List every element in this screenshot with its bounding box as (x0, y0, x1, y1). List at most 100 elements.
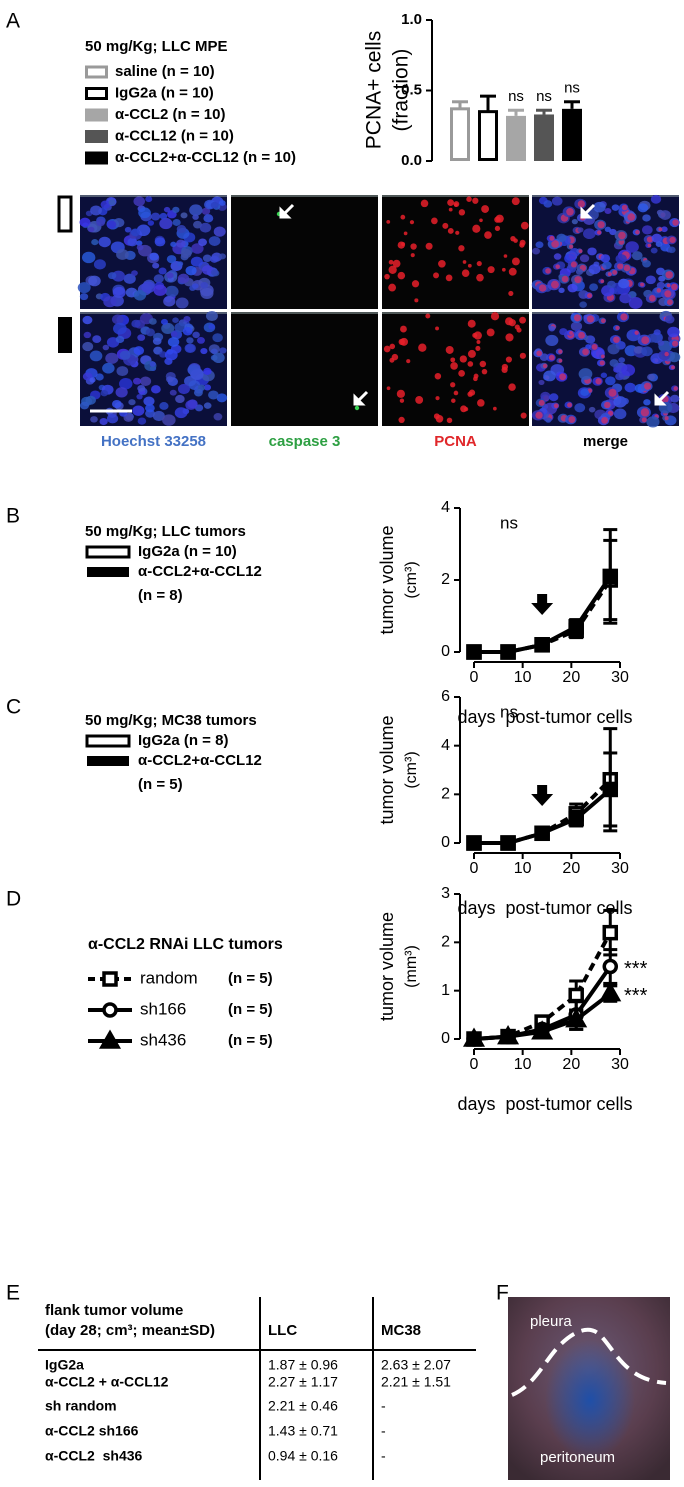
panel-letter: B (6, 505, 20, 528)
micrograph (531, 194, 680, 309)
nucleus (657, 340, 665, 346)
pcna-signal (666, 283, 671, 288)
pcna-signal (669, 236, 676, 244)
nucleus (667, 326, 680, 338)
x-axis-label: days post-tumor cells (457, 707, 632, 727)
nucleus (166, 272, 174, 279)
nucleus (218, 253, 226, 260)
nucleus (116, 366, 129, 377)
nucleus (210, 269, 219, 276)
nucleus (593, 201, 606, 213)
nucleus (89, 377, 96, 383)
nucleus (152, 337, 162, 345)
y-axis-label: tumor volume (377, 912, 397, 1021)
channel-label: PCNA (434, 433, 477, 450)
pcna-signal (672, 340, 679, 347)
pcna-signal (621, 204, 628, 211)
table-cell: 1.43 ± 0.71 (268, 1423, 338, 1439)
significance-label: ns (500, 513, 518, 532)
nucleus (193, 220, 203, 229)
legend-label: sh436 (140, 1030, 186, 1049)
nucleus (123, 273, 136, 284)
nucleus (158, 267, 167, 275)
y-tick-label: 0 (441, 834, 450, 851)
table-cell: α-CCL2 sh436 (45, 1448, 143, 1464)
legend-note: (n = 5) (228, 970, 273, 987)
micrograph (231, 312, 378, 426)
pcna-signal (635, 230, 640, 235)
pcna-signal (495, 214, 504, 223)
pcna-signal (481, 205, 490, 213)
pcna-signal (513, 238, 518, 243)
pcna-signal (442, 222, 449, 229)
nucleus (545, 334, 559, 346)
nucleus (161, 322, 175, 334)
nucleus (212, 352, 225, 363)
nucleus (611, 204, 620, 211)
nucleus (628, 297, 643, 309)
nucleus (199, 222, 212, 233)
pcna-signal (559, 373, 567, 381)
nucleus (150, 385, 161, 394)
legend-label: IgG2a (n = 10) (115, 84, 214, 101)
nucleus (655, 241, 663, 247)
nucleus (212, 333, 223, 343)
pcna-signal (459, 355, 467, 363)
nucleus (138, 207, 151, 219)
micrograph (531, 310, 681, 428)
nucleus (602, 261, 612, 270)
x-tick-label: 0 (470, 669, 479, 686)
nucleus (203, 402, 212, 409)
marker (534, 825, 550, 842)
nucleus (184, 343, 196, 354)
significance-label: ns (500, 702, 518, 721)
group-marker (58, 317, 72, 353)
pcna-signal (558, 349, 563, 354)
pcna-signal (388, 259, 394, 265)
nucleus (93, 259, 106, 270)
nucleus (631, 251, 643, 261)
legend-note: (n = 8) (138, 587, 183, 604)
nucleus (136, 244, 144, 251)
nucleus (219, 347, 227, 354)
marker (500, 835, 516, 851)
pcna-signal (462, 260, 467, 264)
pcna-signal (520, 412, 527, 419)
nucleus (133, 196, 145, 207)
nucleus (589, 283, 599, 292)
nucleus (102, 362, 115, 374)
y-axis-label: (mm³) (403, 945, 420, 988)
pcna-signal (481, 368, 488, 375)
pcna-signal (671, 283, 678, 291)
pcna-signal (573, 314, 582, 322)
nucleus (100, 389, 109, 397)
micrograph-bg (231, 312, 378, 426)
pcna-signal (434, 372, 442, 380)
panel-letter: F (496, 1282, 509, 1305)
table-header: flank tumor volume (45, 1302, 183, 1319)
bar (506, 115, 526, 161)
nucleus (89, 350, 103, 362)
pcna-signal (649, 295, 656, 302)
marker (602, 958, 619, 975)
nucleus (575, 268, 584, 275)
y-tick-label: 3 (441, 885, 450, 902)
nucleus (88, 226, 95, 233)
marker (534, 637, 550, 653)
nucleus (115, 335, 125, 344)
channel-label: Hoechst 33258 (101, 433, 206, 450)
pcna-signal (447, 199, 455, 207)
nucleus (577, 227, 584, 233)
pcna-signal (555, 264, 560, 269)
pcna-signal (600, 318, 606, 324)
nucleus (140, 376, 152, 386)
pcna-signal (409, 220, 415, 225)
nucleus (163, 206, 171, 213)
panel-letter: E (6, 1282, 20, 1305)
nucleus (175, 297, 189, 309)
pcna-signal (472, 224, 481, 233)
nucleus (185, 400, 197, 410)
pcna-signal (545, 268, 551, 274)
legend-swatch (85, 65, 108, 79)
marker (602, 781, 619, 798)
